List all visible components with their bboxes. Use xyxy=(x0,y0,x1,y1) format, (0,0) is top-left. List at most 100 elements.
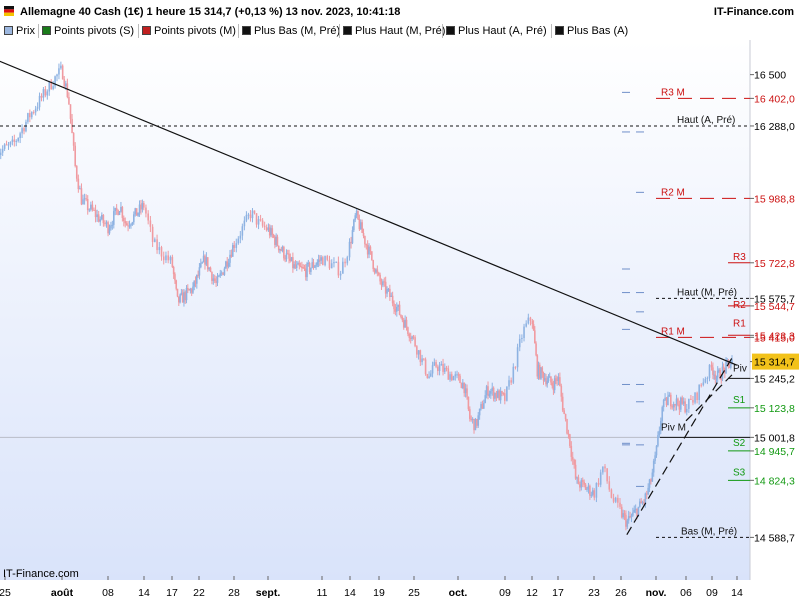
candle-body xyxy=(209,267,212,272)
candle-body xyxy=(74,145,76,167)
candle-body xyxy=(523,326,525,339)
candle-body xyxy=(131,222,134,225)
y-tick-label-11: 15 123,8 xyxy=(754,403,795,415)
candle-body xyxy=(215,281,217,283)
candle-body xyxy=(525,323,527,327)
candle-body xyxy=(543,378,546,381)
candle-body xyxy=(430,373,432,377)
level-label-6: R1 xyxy=(733,318,746,329)
candle-body xyxy=(330,263,333,269)
candle-body xyxy=(93,209,95,211)
candle-body xyxy=(44,89,47,96)
candle-body xyxy=(490,391,492,394)
trendline-uptrend xyxy=(626,357,733,535)
candle-body xyxy=(361,222,363,233)
candle-body xyxy=(243,220,246,227)
candle-body xyxy=(231,245,234,257)
candle-body xyxy=(85,198,87,200)
candle-body xyxy=(681,397,684,404)
candle-body xyxy=(559,377,561,386)
x-axis: 25 août 08 14 17 22 28 sept. 11 14 19 25 oct. 09 12 17 2… xyxy=(0,576,743,599)
candle-body xyxy=(720,379,723,381)
candle-body xyxy=(408,334,411,338)
candle-body xyxy=(175,280,178,289)
candle-body xyxy=(660,420,662,431)
candle-body xyxy=(227,262,230,267)
legend-label: Points pivots (M) xyxy=(154,25,236,37)
candle-body xyxy=(79,188,81,190)
candle-body xyxy=(471,418,474,420)
candle-body xyxy=(7,144,10,146)
candle-body xyxy=(532,324,535,331)
legend-item-2[interactable]: Points pivots (M) xyxy=(142,25,236,38)
levels: R3 M Haut (A, Pré) R2 M R3 Haut (M, Pré) R2 R1… xyxy=(0,87,750,538)
candle-body xyxy=(570,445,573,457)
candle-body xyxy=(590,494,593,496)
y-tick-label-0: 16 500 xyxy=(754,70,786,82)
candle-body xyxy=(538,364,541,379)
candle-body xyxy=(276,236,279,246)
legend-item-5[interactable]: Plus Haut (A, Pré) xyxy=(446,25,547,38)
candle-body xyxy=(68,97,70,105)
candle-body xyxy=(324,256,326,266)
candle-body xyxy=(712,367,714,375)
candle-body xyxy=(101,214,103,220)
legend-item-3[interactable]: Plus Bas (M, Pré) xyxy=(242,25,340,38)
candle-body xyxy=(1,148,4,153)
legend-item-4[interactable]: Plus Haut (M, Pré) xyxy=(343,25,445,38)
candle-body xyxy=(178,296,180,303)
x-tick-label-18: nov. xyxy=(646,587,667,599)
candle-body xyxy=(459,375,461,384)
candle-body xyxy=(222,272,224,275)
candle-body xyxy=(452,376,455,381)
candle-body xyxy=(384,281,387,294)
y-tick-label-15: 14 588,7 xyxy=(754,532,795,544)
candle-body xyxy=(639,501,641,507)
candle-body xyxy=(678,404,681,410)
candle-body xyxy=(692,399,694,403)
candle-body xyxy=(620,506,623,518)
candle-body xyxy=(172,266,175,275)
candle-body xyxy=(716,370,719,378)
candle-body xyxy=(196,274,198,284)
candle-body xyxy=(281,246,284,251)
candle-body xyxy=(27,113,29,122)
y-tick-label-2: 16 288,0 xyxy=(754,121,795,133)
candle-body xyxy=(200,263,202,268)
candle-body xyxy=(648,479,651,488)
candle-body xyxy=(497,390,499,398)
candle-body xyxy=(450,374,453,381)
candle-body xyxy=(339,273,342,276)
candle-body xyxy=(208,267,210,270)
candle-body xyxy=(579,484,581,488)
y-tick-label-13: 14 945,7 xyxy=(754,446,795,458)
trendlines xyxy=(0,60,738,535)
legend-item-6[interactable]: Plus Bas (A) xyxy=(555,25,628,38)
candle-body xyxy=(657,435,659,446)
legend-label: Plus Haut (M, Pré) xyxy=(355,25,446,37)
legend-item-1[interactable]: Points pivots (S) xyxy=(42,25,134,38)
price-chart[interactable]: R3 M Haut (A, Pré) R2 M R3 Haut (M, Pré) R2 R1… xyxy=(0,40,800,600)
candle-body xyxy=(377,272,380,275)
x-tick-label-17: 26 xyxy=(615,587,627,599)
candle-body xyxy=(205,257,208,265)
x-tick-label-7: sept. xyxy=(256,587,281,599)
candle-body xyxy=(302,267,304,269)
candle-body xyxy=(684,401,686,413)
candle-body xyxy=(552,385,555,391)
candle-body xyxy=(72,133,75,146)
candle-body xyxy=(512,366,515,383)
candle-body xyxy=(353,219,355,231)
legend-separator xyxy=(551,24,552,38)
candle-body xyxy=(375,269,377,273)
candle-body xyxy=(176,288,179,297)
candle-body xyxy=(536,355,539,377)
legend-label: Plus Bas (M, Pré) xyxy=(254,25,341,37)
legend-item-0[interactable]: Prix xyxy=(4,25,35,38)
candle-body xyxy=(3,144,6,149)
y-tick-label-10: 15 245,2 xyxy=(754,373,795,385)
candle-body xyxy=(393,303,395,310)
candle-body xyxy=(206,257,209,270)
candle-body xyxy=(694,392,696,403)
candle-body xyxy=(437,366,439,372)
